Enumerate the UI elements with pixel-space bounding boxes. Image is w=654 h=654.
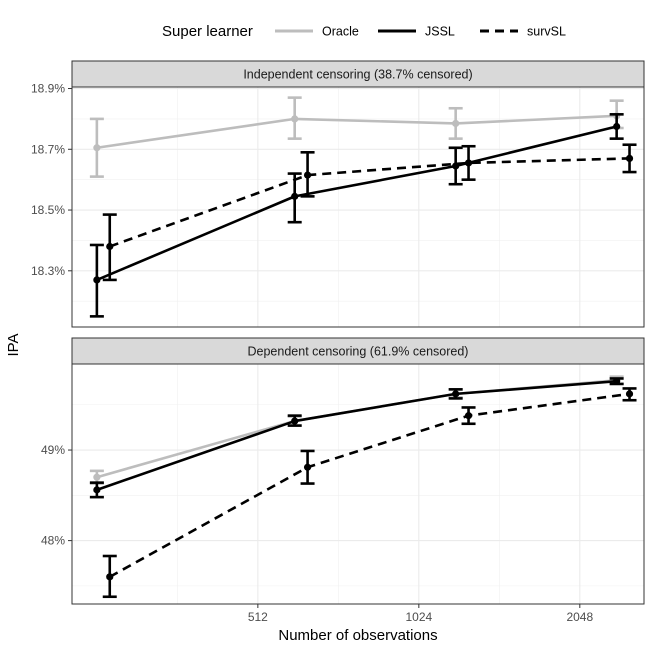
panel-2-survsl-line	[109, 392, 630, 578]
panel-1-jssl-point	[93, 276, 101, 284]
panel-2-jssl-point	[613, 377, 621, 385]
panel-1-y-tick-label: 18.5%	[31, 203, 65, 217]
panel-1-y-tick-label: 18.9%	[31, 82, 65, 96]
panel-1-background	[72, 87, 644, 327]
panel-1-title: Independent censoring (38.7% censored)	[243, 68, 472, 82]
panel-1-jssl-point	[613, 122, 621, 131]
panel-1-survsl-point	[106, 242, 114, 251]
panel-1-strip	[71, 60, 645, 88]
panel-2-title: Dependent censoring (61.9% censored)	[248, 345, 469, 359]
panel-2-y-tick-label: 48%	[41, 534, 65, 548]
panel-1-border	[71, 86, 645, 328]
panel-1-jssl-point	[452, 162, 460, 170]
panel-2-survsl-point	[625, 390, 634, 398]
panel-1-oracle-point	[291, 115, 299, 123]
y-axis-title: IPA	[5, 333, 22, 356]
panel-2-jssl-point	[93, 486, 101, 494]
panel-2-strip	[71, 337, 645, 365]
panel-1-y-tick-label: 18.3%	[31, 264, 65, 278]
panel-1-oracle-line	[96, 114, 617, 150]
panel-2-jssl-point	[452, 390, 460, 398]
panel-1-survsl-line	[109, 157, 630, 248]
panel-2-background	[72, 364, 644, 604]
panel-2-oracle-point	[93, 473, 101, 481]
panel-1-y-tick-label: 18.7%	[31, 142, 65, 156]
panel-1-survsl-point	[303, 171, 312, 179]
panel-2-border	[71, 363, 645, 605]
panel-1-oracle-point	[93, 144, 101, 152]
panel-2-survsl-point	[106, 573, 114, 581]
legend-label-jssl: JSSL	[425, 25, 455, 39]
panel-1-oracle-point	[452, 119, 460, 128]
panel-1-survsl-point	[625, 154, 634, 162]
x-tick-label: 1024	[405, 610, 432, 624]
legend-label-survsl: survSL	[527, 25, 566, 39]
x-tick-label: 2048	[566, 610, 593, 624]
legend-label-oracle: Oracle	[322, 25, 359, 39]
panel-1-jssl-point	[291, 192, 299, 200]
x-axis-title: Number of observations	[278, 627, 437, 644]
panel-2-jssl-point	[291, 417, 299, 425]
panel-1-jssl-line	[96, 125, 617, 282]
panel-2-survsl-point	[303, 463, 312, 471]
panel-2-survsl-point	[464, 412, 473, 420]
panel-2-y-tick-label: 49%	[41, 443, 65, 457]
panel-2-jssl-line	[96, 379, 617, 492]
legend-title: Super learner	[162, 23, 253, 40]
x-tick-label: 512	[248, 610, 268, 624]
